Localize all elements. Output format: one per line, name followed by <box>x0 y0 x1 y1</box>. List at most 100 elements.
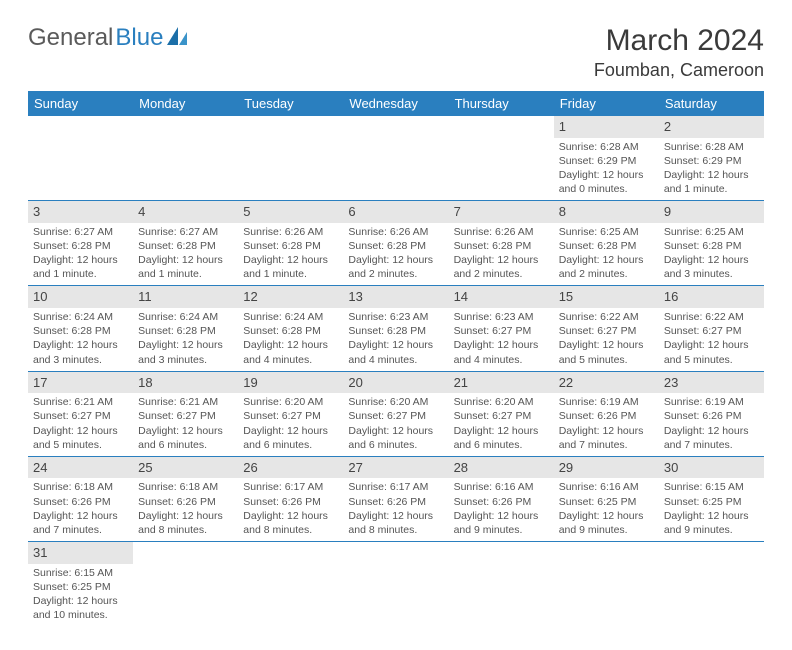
daylight-text-2: and 8 minutes. <box>348 523 443 537</box>
weekday-header: Saturday <box>659 91 764 116</box>
daylight-text-2: and 3 minutes. <box>33 353 128 367</box>
calendar-cell: 26Sunrise: 6:17 AMSunset: 6:26 PMDayligh… <box>238 456 343 541</box>
calendar-cell: 11Sunrise: 6:24 AMSunset: 6:28 PMDayligh… <box>133 286 238 371</box>
sunset-text: Sunset: 6:29 PM <box>559 154 654 168</box>
daylight-text-1: Daylight: 12 hours <box>454 338 549 352</box>
sunrise-text: Sunrise: 6:25 AM <box>664 225 759 239</box>
day-number: 24 <box>28 457 133 479</box>
sunrise-text: Sunrise: 6:19 AM <box>559 395 654 409</box>
sunrise-text: Sunrise: 6:24 AM <box>138 310 233 324</box>
daylight-text-1: Daylight: 12 hours <box>138 509 233 523</box>
calendar-cell: 1 Sunrise: 6:28 AMSunset: 6:29 PMDaylight… <box>554 116 659 201</box>
sunset-text: Sunset: 6:27 PM <box>454 324 549 338</box>
sunset-text: Sunset: 6:27 PM <box>348 409 443 423</box>
sunrise-text: Sunrise: 6:24 AM <box>33 310 128 324</box>
day-number: 25 <box>133 457 238 479</box>
sunrise-text: Sunrise: 6:15 AM <box>33 566 128 580</box>
daylight-text-1: Daylight: 12 hours <box>348 338 443 352</box>
calendar-cell <box>238 116 343 201</box>
sunrise-text: Sunrise: 6:18 AM <box>138 480 233 494</box>
day-number: 4 <box>133 201 238 223</box>
sunrise-text: Sunrise: 6:20 AM <box>348 395 443 409</box>
daylight-text-1: Daylight: 12 hours <box>33 509 128 523</box>
daylight-text-2: and 10 minutes. <box>33 608 128 622</box>
day-number: 31 <box>28 542 133 564</box>
daylight-text-1: Daylight: 12 hours <box>33 253 128 267</box>
calendar-cell: 6Sunrise: 6:26 AMSunset: 6:28 PMDaylight… <box>343 201 448 286</box>
day-number: 1 <box>554 116 659 138</box>
day-number: 5 <box>238 201 343 223</box>
daylight-text-1: Daylight: 12 hours <box>454 509 549 523</box>
calendar-cell: 15 Sunrise: 6:22 AMSunset: 6:27 PMDayligh… <box>554 286 659 371</box>
daylight-text-1: Daylight: 12 hours <box>33 338 128 352</box>
sunrise-text: Sunrise: 6:16 AM <box>454 480 549 494</box>
day-number: 6 <box>343 201 448 223</box>
calendar-cell <box>343 542 448 627</box>
sunset-text: Sunset: 6:27 PM <box>33 409 128 423</box>
daylight-text-1: Daylight: 12 hours <box>138 253 233 267</box>
sunset-text: Sunset: 6:28 PM <box>348 239 443 253</box>
day-number: 12 <box>238 286 343 308</box>
daylight-text-2: and 6 minutes. <box>138 438 233 452</box>
sunrise-text: Sunrise: 6:20 AM <box>454 395 549 409</box>
sunset-text: Sunset: 6:27 PM <box>559 324 654 338</box>
sunrise-text: Sunrise: 6:16 AM <box>559 480 654 494</box>
sunrise-text: Sunrise: 6:25 AM <box>559 225 654 239</box>
day-number: 15 <box>554 286 659 308</box>
day-number: 27 <box>343 457 448 479</box>
calendar-cell: 13Sunrise: 6:23 AMSunset: 6:28 PMDayligh… <box>343 286 448 371</box>
sunrise-text: Sunrise: 6:26 AM <box>243 225 338 239</box>
sunset-text: Sunset: 6:28 PM <box>138 239 233 253</box>
calendar-cell: 4 Sunrise: 6:27 AMSunset: 6:28 PMDaylight… <box>133 201 238 286</box>
day-number: 17 <box>28 372 133 394</box>
sunset-text: Sunset: 6:28 PM <box>33 239 128 253</box>
day-number: 8 <box>554 201 659 223</box>
calendar-cell: 2Sunrise: 6:28 AMSunset: 6:29 PMDaylight… <box>659 116 764 201</box>
month-title: March 2024 <box>594 24 764 58</box>
daylight-text-2: and 2 minutes. <box>559 267 654 281</box>
day-number: 26 <box>238 457 343 479</box>
sunrise-text: Sunrise: 6:28 AM <box>559 140 654 154</box>
daylight-text-1: Daylight: 12 hours <box>559 168 654 182</box>
calendar-cell: 23Sunrise: 6:19 AMSunset: 6:26 PMDayligh… <box>659 371 764 456</box>
sunrise-text: Sunrise: 6:26 AM <box>454 225 549 239</box>
daylight-text-2: and 9 minutes. <box>559 523 654 537</box>
daylight-text-2: and 5 minutes. <box>559 353 654 367</box>
calendar-cell: 9Sunrise: 6:25 AMSunset: 6:28 PMDaylight… <box>659 201 764 286</box>
sunrise-text: Sunrise: 6:27 AM <box>33 225 128 239</box>
sail-icon <box>167 24 189 52</box>
daylight-text-1: Daylight: 12 hours <box>348 509 443 523</box>
sunrise-text: Sunrise: 6:17 AM <box>348 480 443 494</box>
calendar-cell: 21Sunrise: 6:20 AMSunset: 6:27 PMDayligh… <box>449 371 554 456</box>
daylight-text-1: Daylight: 12 hours <box>559 424 654 438</box>
sunrise-text: Sunrise: 6:18 AM <box>33 480 128 494</box>
daylight-text-1: Daylight: 12 hours <box>559 338 654 352</box>
calendar-cell <box>343 116 448 201</box>
day-number: 23 <box>659 372 764 394</box>
sunset-text: Sunset: 6:26 PM <box>243 495 338 509</box>
calendar-cell <box>554 542 659 627</box>
daylight-text-1: Daylight: 12 hours <box>243 424 338 438</box>
sunrise-text: Sunrise: 6:27 AM <box>138 225 233 239</box>
daylight-text-1: Daylight: 12 hours <box>138 424 233 438</box>
sunset-text: Sunset: 6:27 PM <box>664 324 759 338</box>
daylight-text-1: Daylight: 12 hours <box>559 253 654 267</box>
calendar-cell: 12Sunrise: 6:24 AMSunset: 6:28 PMDayligh… <box>238 286 343 371</box>
daylight-text-1: Daylight: 12 hours <box>454 253 549 267</box>
sunrise-text: Sunrise: 6:28 AM <box>664 140 759 154</box>
calendar-cell <box>133 542 238 627</box>
daylight-text-2: and 3 minutes. <box>138 353 233 367</box>
day-number: 9 <box>659 201 764 223</box>
sunset-text: Sunset: 6:28 PM <box>454 239 549 253</box>
daylight-text-2: and 9 minutes. <box>454 523 549 537</box>
sunset-text: Sunset: 6:27 PM <box>243 409 338 423</box>
calendar-cell: 18Sunrise: 6:21 AMSunset: 6:27 PMDayligh… <box>133 371 238 456</box>
location-subtitle: Foumban, Cameroon <box>594 60 764 81</box>
day-number: 16 <box>659 286 764 308</box>
day-number: 10 <box>28 286 133 308</box>
daylight-text-1: Daylight: 12 hours <box>664 253 759 267</box>
sunrise-text: Sunrise: 6:22 AM <box>559 310 654 324</box>
sunset-text: Sunset: 6:26 PM <box>559 409 654 423</box>
sunset-text: Sunset: 6:28 PM <box>243 239 338 253</box>
day-number: 22 <box>554 372 659 394</box>
